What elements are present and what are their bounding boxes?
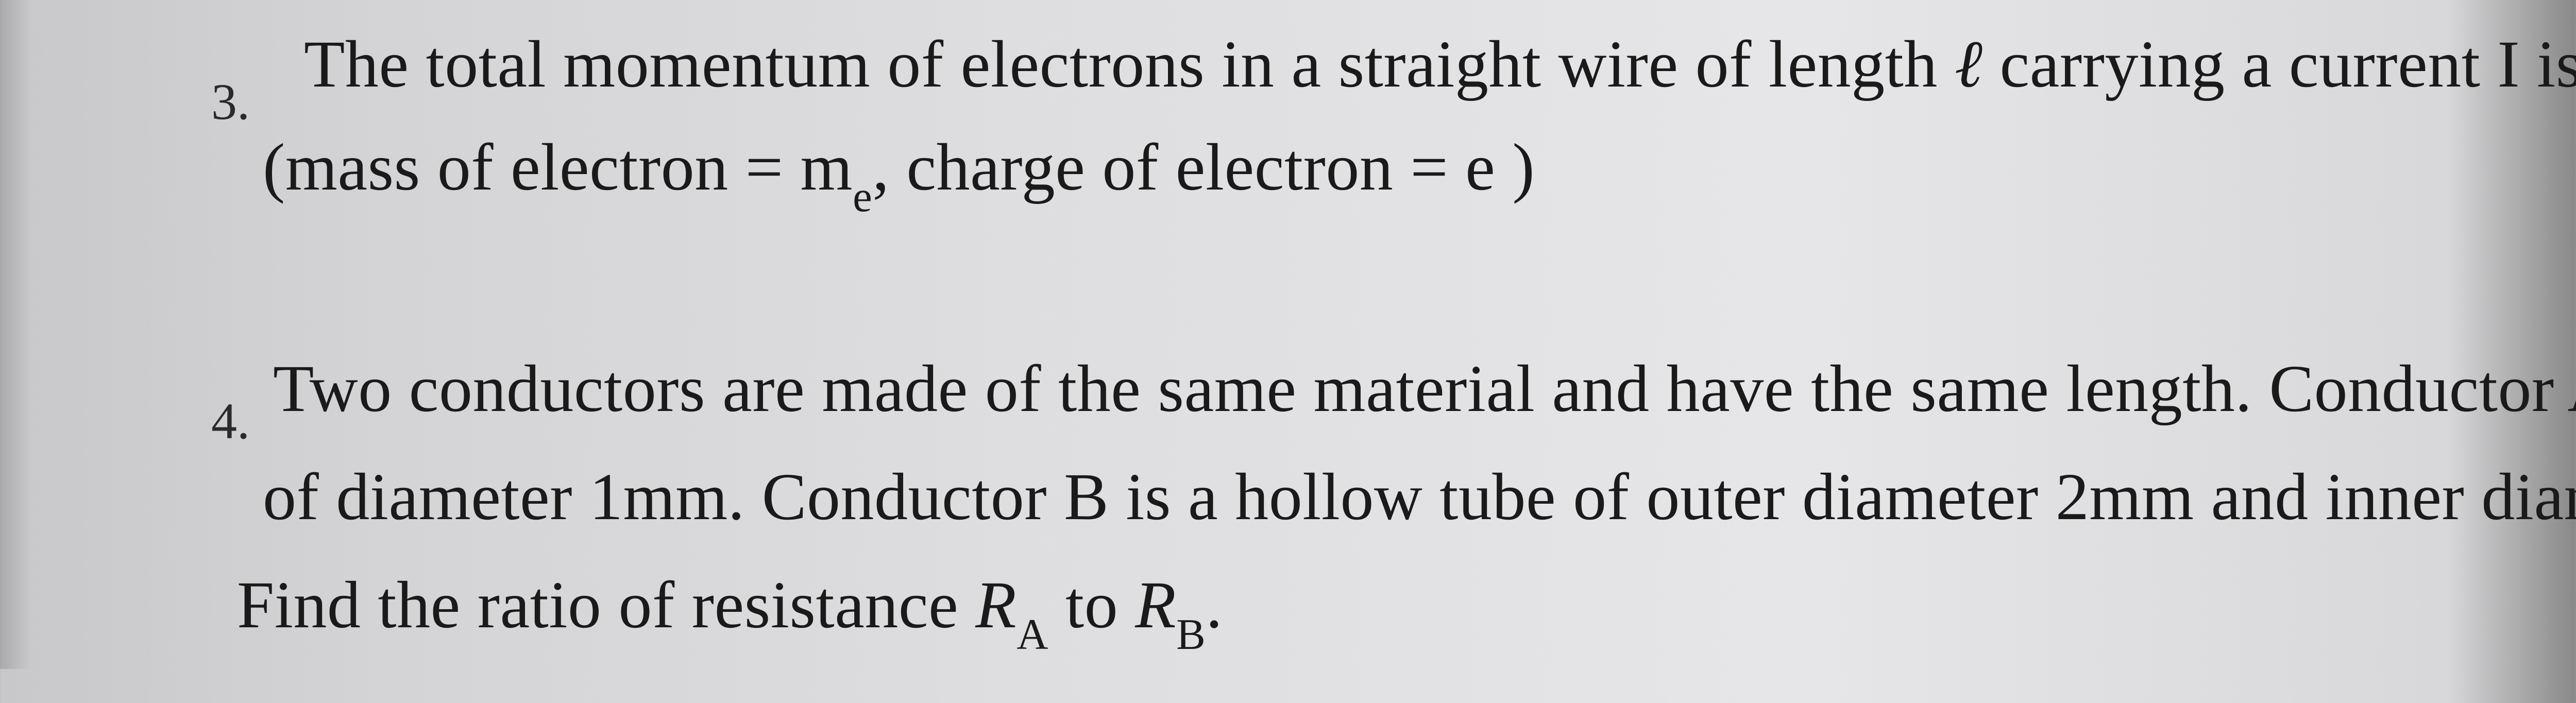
question-4-number: 4.	[211, 391, 250, 451]
page-content: 3. The total momentum of electrons in a …	[247, 0, 2576, 669]
q4-l1-text: Two conductors are made of the same mate…	[273, 352, 2576, 426]
q3-l2-text: (mass of electron = me, charge of electr…	[263, 130, 1535, 204]
question-3-number: 3.	[211, 72, 250, 131]
question-3-line-2: (mass of electron = me, charge of electr…	[263, 129, 1535, 214]
q4-l2-text: of diameter 1mm. Conductor B is a hollow…	[263, 460, 2576, 534]
q3-l1-text: The total momentum of electrons in a str…	[304, 27, 2576, 101]
question-4-line-2: of diameter 1mm. Conductor B is a hollow…	[263, 458, 2576, 536]
question-3-line-1: The total momentum of electrons in a str…	[304, 26, 2576, 103]
q4-l3-text: Find the ratio of resistance RA to RB.	[237, 568, 1223, 642]
question-4-line-1: Two conductors are made of the same mate…	[273, 350, 2576, 427]
question-4-line-3: Find the ratio of resistance RA to RB.	[237, 567, 1223, 652]
